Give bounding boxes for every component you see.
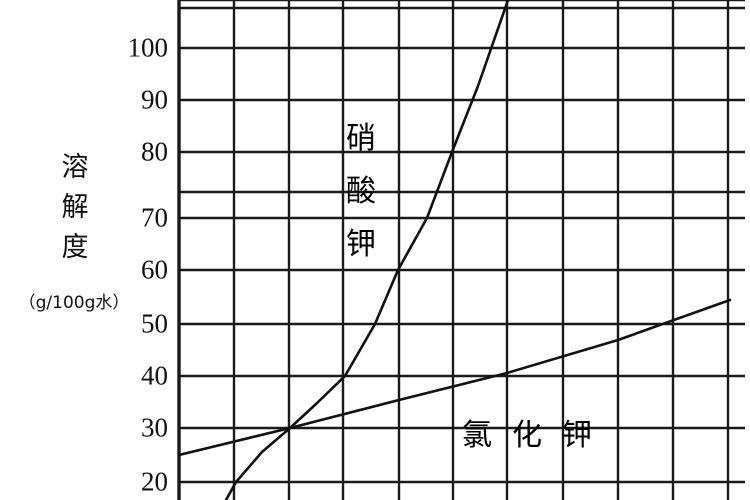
y-tick-label: 30	[141, 412, 168, 443]
kcl-solubility-curve	[177, 298, 732, 457]
y-tick-label: 50	[141, 308, 168, 339]
y-tick-label: 40	[141, 360, 168, 391]
y-axis-tick-labels: 100 90 80 70 60 50 40 30 20	[108, 0, 174, 500]
y-axis-unit: （g/100g水）	[18, 293, 130, 313]
y-tick-label: 100	[127, 32, 169, 63]
y-tick-label: 60	[141, 254, 168, 285]
y-tick-label: 80	[141, 136, 168, 167]
y-tick-label: 20	[141, 466, 168, 497]
horizontal-gridlines	[179, 0, 745, 484]
y-tick-label: 70	[141, 202, 168, 233]
y-tick-label: 90	[141, 84, 168, 115]
y-axis-title: 溶 解 度	[61, 152, 89, 263]
kno3-solubility-curve	[224, 0, 510, 500]
vertical-gridlines	[177, 0, 730, 500]
curve-label-kcl: 氯化钾	[462, 418, 612, 453]
curve-label-kno3: 硝 酸 钾	[346, 121, 376, 262]
